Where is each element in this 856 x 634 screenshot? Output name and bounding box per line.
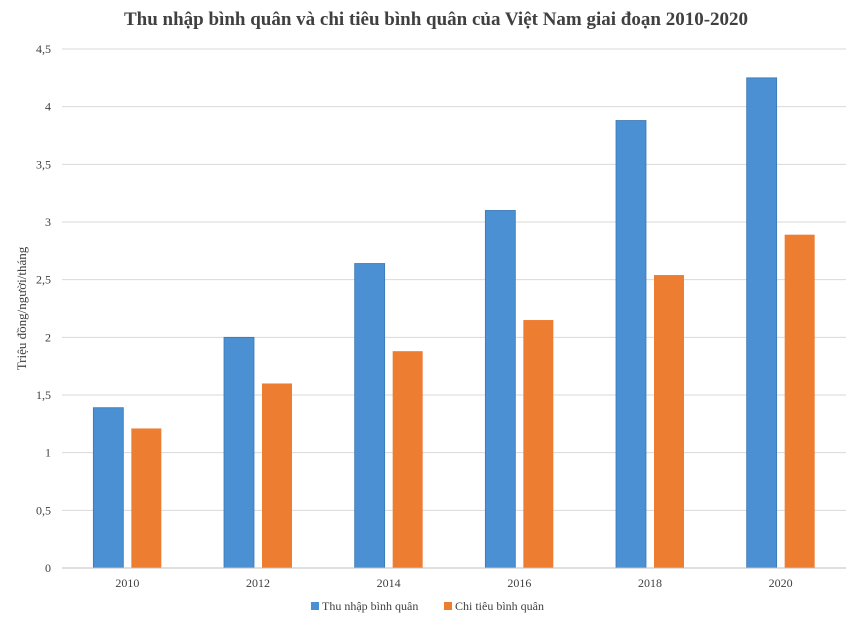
y-tick-label: 4: [45, 100, 51, 114]
y-tick-label: 0: [45, 561, 51, 575]
bar-income-2016: [484, 210, 516, 569]
x-tick-label: 2012: [246, 576, 270, 590]
gridlines: [62, 48, 846, 511]
bar-spending-2018: [654, 275, 684, 568]
x-axis-ticks: 2010 2012 2014 2016 2018 2020: [115, 576, 792, 590]
x-tick-label: 2010: [115, 576, 139, 590]
y-tick-label: 1: [45, 446, 51, 460]
bar-income-2012: [223, 336, 255, 569]
y-tick-label: 3: [45, 215, 51, 229]
bar-income-2010: [92, 407, 124, 569]
y-axis-ticks: 0 0,5 1 1,5 2 2,5 3 3,5 4 4,5: [36, 42, 51, 575]
bar-spending-2014: [392, 351, 423, 568]
legend-label: Thu nhập bình quân: [322, 599, 418, 613]
legend-swatch: [444, 602, 452, 610]
y-tick-label: 4,5: [36, 42, 51, 56]
x-tick-label: 2014: [377, 576, 401, 590]
bar-spending-2020: [784, 234, 815, 569]
chart-title: Thu nhập bình quân và chi tiêu bình quân…: [124, 9, 748, 30]
bar-income-2020: [746, 77, 778, 569]
bars: [92, 77, 815, 569]
y-tick-label: 0,5: [36, 503, 51, 517]
bar-income-2014: [354, 263, 386, 569]
bar-spending-2012: [262, 383, 292, 568]
y-tick-label: 2,5: [36, 273, 51, 287]
x-tick-label: 2018: [638, 576, 662, 590]
legend-item: Thu nhập bình quân: [311, 599, 418, 613]
legend-swatch: [311, 602, 319, 610]
legend-item: Chi tiêu bình quân: [444, 599, 544, 613]
legend: Thu nhập bình quân Chi tiêu bình quân: [311, 599, 544, 613]
y-tick-label: 3,5: [36, 157, 51, 171]
y-tick-label: 2: [45, 330, 51, 344]
x-tick-label: 2020: [769, 576, 793, 590]
bar-spending-2010: [131, 428, 162, 568]
x-tick-label: 2016: [507, 576, 531, 590]
y-axis-label: Triệu đồng/người/tháng: [14, 246, 29, 370]
legend-label: Chi tiêu bình quân: [455, 599, 544, 613]
bar-spending-2016: [523, 320, 554, 568]
bar-income-2018: [615, 120, 647, 569]
y-tick-label: 1,5: [36, 388, 51, 402]
